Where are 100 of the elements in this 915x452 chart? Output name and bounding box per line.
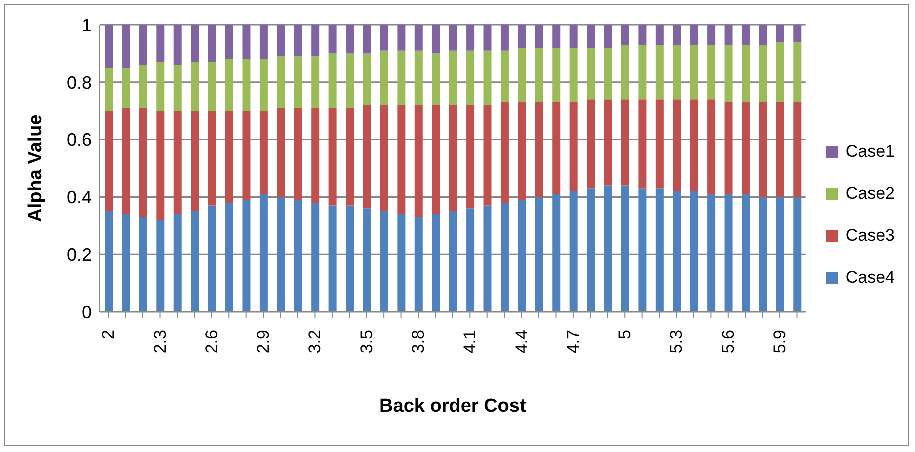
bar	[226, 59, 234, 112]
bar	[294, 108, 302, 200]
bar	[587, 48, 596, 100]
bar	[191, 111, 200, 212]
bar	[328, 206, 337, 312]
bar	[604, 25, 612, 48]
bar	[518, 200, 526, 312]
bar	[500, 50, 509, 102]
legend-label: Case3	[846, 226, 895, 246]
bar	[673, 100, 682, 192]
bar	[500, 202, 509, 312]
bar	[398, 25, 406, 51]
bar	[139, 25, 148, 66]
bar	[656, 45, 664, 100]
bar	[690, 45, 698, 100]
bar	[242, 25, 251, 60]
bar	[312, 56, 320, 108]
bar	[277, 108, 286, 198]
bar	[484, 25, 492, 51]
bar	[156, 25, 165, 62]
bar	[380, 50, 388, 106]
bar	[156, 111, 165, 220]
bar	[398, 50, 406, 106]
x-tick-label: 2.6	[202, 330, 222, 354]
x-tick-label: 3.2	[306, 330, 325, 354]
bar	[174, 214, 182, 312]
bar	[570, 191, 578, 312]
y-tick-label: 0	[82, 302, 92, 322]
bar	[794, 102, 802, 198]
bar	[776, 42, 784, 102]
bar	[139, 108, 148, 218]
y-tick-label: 0.2	[66, 244, 92, 265]
bar	[570, 48, 578, 102]
bar	[363, 208, 372, 312]
bar	[621, 25, 630, 46]
bar	[432, 54, 440, 106]
bar	[656, 25, 664, 46]
bar	[226, 25, 234, 60]
bar	[673, 45, 682, 100]
bar	[621, 186, 630, 312]
bar	[242, 111, 251, 200]
bar	[604, 100, 612, 186]
bar	[363, 105, 372, 209]
bar	[742, 25, 750, 46]
bar	[604, 48, 612, 100]
x-tick-label: 4.7	[564, 330, 583, 354]
bar	[122, 25, 130, 68]
x-tick-label: 2	[99, 330, 118, 340]
bar	[156, 62, 165, 112]
bar	[449, 50, 458, 106]
bar	[759, 25, 768, 46]
bar	[759, 45, 768, 102]
bar	[708, 25, 716, 46]
bar	[552, 102, 561, 194]
bar	[122, 214, 130, 312]
bar	[139, 217, 148, 312]
bar	[724, 194, 733, 312]
bar	[432, 25, 440, 54]
x-tick-label: 3.5	[357, 330, 376, 354]
bar	[621, 45, 630, 100]
bar	[294, 25, 302, 57]
bar	[363, 25, 372, 54]
bar	[484, 50, 492, 106]
bar	[328, 25, 337, 54]
bar	[294, 200, 302, 312]
bar	[226, 202, 234, 312]
bar	[380, 212, 388, 312]
bar	[638, 188, 647, 312]
bar	[794, 42, 802, 102]
bar	[500, 25, 509, 51]
y-tick-label: 1	[82, 15, 92, 36]
bar	[518, 102, 526, 200]
bar	[139, 65, 148, 108]
x-tick-label: 3.8	[409, 330, 428, 354]
bar	[191, 212, 200, 312]
bar	[656, 188, 664, 312]
bar	[432, 105, 440, 214]
legend-label: Case2	[846, 184, 895, 204]
bar	[690, 100, 698, 192]
bar	[466, 50, 475, 106]
bar	[346, 54, 354, 108]
bar	[742, 45, 750, 102]
bar	[535, 197, 544, 312]
x-tick-label: 5.3	[667, 330, 686, 354]
bar	[656, 100, 664, 189]
bar	[208, 25, 216, 62]
bar	[122, 108, 130, 214]
bar	[552, 48, 561, 102]
x-tick-label: 5	[616, 330, 635, 340]
bar	[638, 45, 647, 100]
x-tick-label: 2.9	[254, 330, 274, 354]
bar	[398, 214, 406, 312]
bar	[277, 56, 286, 108]
bar	[449, 25, 458, 51]
bar	[414, 105, 423, 218]
bar	[570, 25, 578, 48]
bar	[587, 25, 596, 48]
bar	[673, 191, 682, 312]
bar	[484, 206, 492, 312]
bar	[346, 25, 354, 54]
